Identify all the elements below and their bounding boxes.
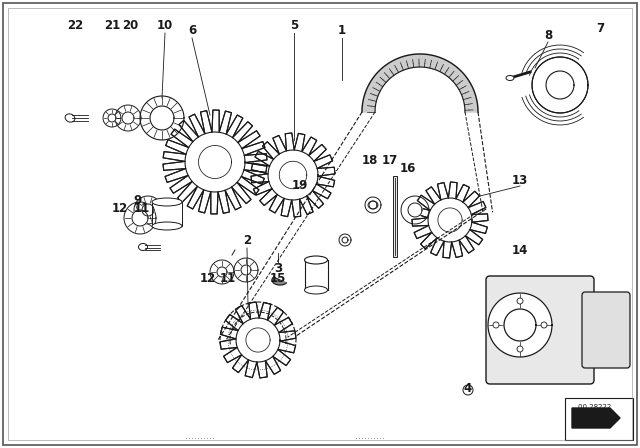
Text: 8: 8 [544, 29, 552, 42]
Polygon shape [124, 202, 156, 234]
Ellipse shape [305, 286, 328, 294]
Polygon shape [152, 202, 182, 226]
FancyBboxPatch shape [582, 292, 630, 368]
Circle shape [517, 298, 523, 304]
Text: 7: 7 [596, 22, 604, 34]
Polygon shape [220, 302, 296, 378]
FancyBboxPatch shape [486, 276, 594, 384]
Text: 2: 2 [243, 233, 251, 246]
Circle shape [541, 322, 547, 328]
Polygon shape [408, 203, 422, 217]
Bar [565, 398, 633, 440]
Ellipse shape [152, 222, 182, 230]
Text: 19: 19 [292, 178, 308, 191]
Text: 18: 18 [362, 154, 378, 167]
Polygon shape [401, 196, 429, 224]
Polygon shape [546, 71, 574, 99]
Polygon shape [369, 201, 377, 209]
Text: 4: 4 [464, 382, 472, 395]
Text: 3: 3 [274, 262, 282, 275]
Text: 15: 15 [270, 271, 286, 284]
Text: 00 28222: 00 28222 [579, 404, 612, 410]
Polygon shape [108, 114, 116, 122]
Polygon shape [532, 57, 588, 113]
Text: 11: 11 [220, 271, 236, 284]
Text: ..........: .......... [355, 431, 385, 441]
Polygon shape [140, 96, 184, 140]
Polygon shape [241, 265, 251, 275]
Text: ..........: .......... [185, 431, 215, 441]
Ellipse shape [305, 256, 328, 264]
Text: 6: 6 [188, 23, 196, 36]
Text: 22: 22 [67, 18, 83, 31]
Text: 12: 12 [112, 202, 128, 215]
Polygon shape [103, 109, 121, 127]
Polygon shape [150, 106, 174, 130]
Polygon shape [115, 105, 141, 131]
Text: 16: 16 [400, 161, 416, 175]
Polygon shape [339, 234, 351, 246]
Polygon shape [122, 112, 134, 124]
Polygon shape [134, 196, 162, 224]
Text: 17: 17 [382, 154, 398, 167]
Polygon shape [272, 277, 287, 285]
Polygon shape [142, 204, 154, 216]
Text: 5: 5 [290, 18, 298, 31]
Polygon shape [412, 182, 488, 258]
Polygon shape [217, 267, 227, 277]
Polygon shape [305, 260, 328, 290]
Text: 21: 21 [104, 18, 120, 31]
Polygon shape [365, 197, 381, 213]
Circle shape [517, 346, 523, 352]
Text: 20: 20 [122, 18, 138, 31]
Polygon shape [234, 258, 258, 282]
Polygon shape [342, 237, 348, 243]
Ellipse shape [506, 76, 514, 81]
Text: 1: 1 [338, 23, 346, 36]
Polygon shape [210, 260, 234, 284]
Text: 9: 9 [134, 194, 142, 207]
Polygon shape [251, 133, 335, 217]
Text: 10: 10 [157, 18, 173, 31]
Text: 11: 11 [134, 202, 150, 215]
Polygon shape [132, 210, 148, 226]
Polygon shape [163, 110, 267, 214]
Ellipse shape [152, 198, 182, 206]
Text: 14: 14 [512, 244, 528, 257]
Polygon shape [488, 293, 552, 357]
Circle shape [463, 385, 473, 395]
Circle shape [493, 322, 499, 328]
Text: 13: 13 [512, 173, 528, 186]
Polygon shape [572, 408, 620, 428]
Text: 12: 12 [200, 271, 216, 284]
Polygon shape [362, 54, 478, 112]
Polygon shape [504, 309, 536, 341]
